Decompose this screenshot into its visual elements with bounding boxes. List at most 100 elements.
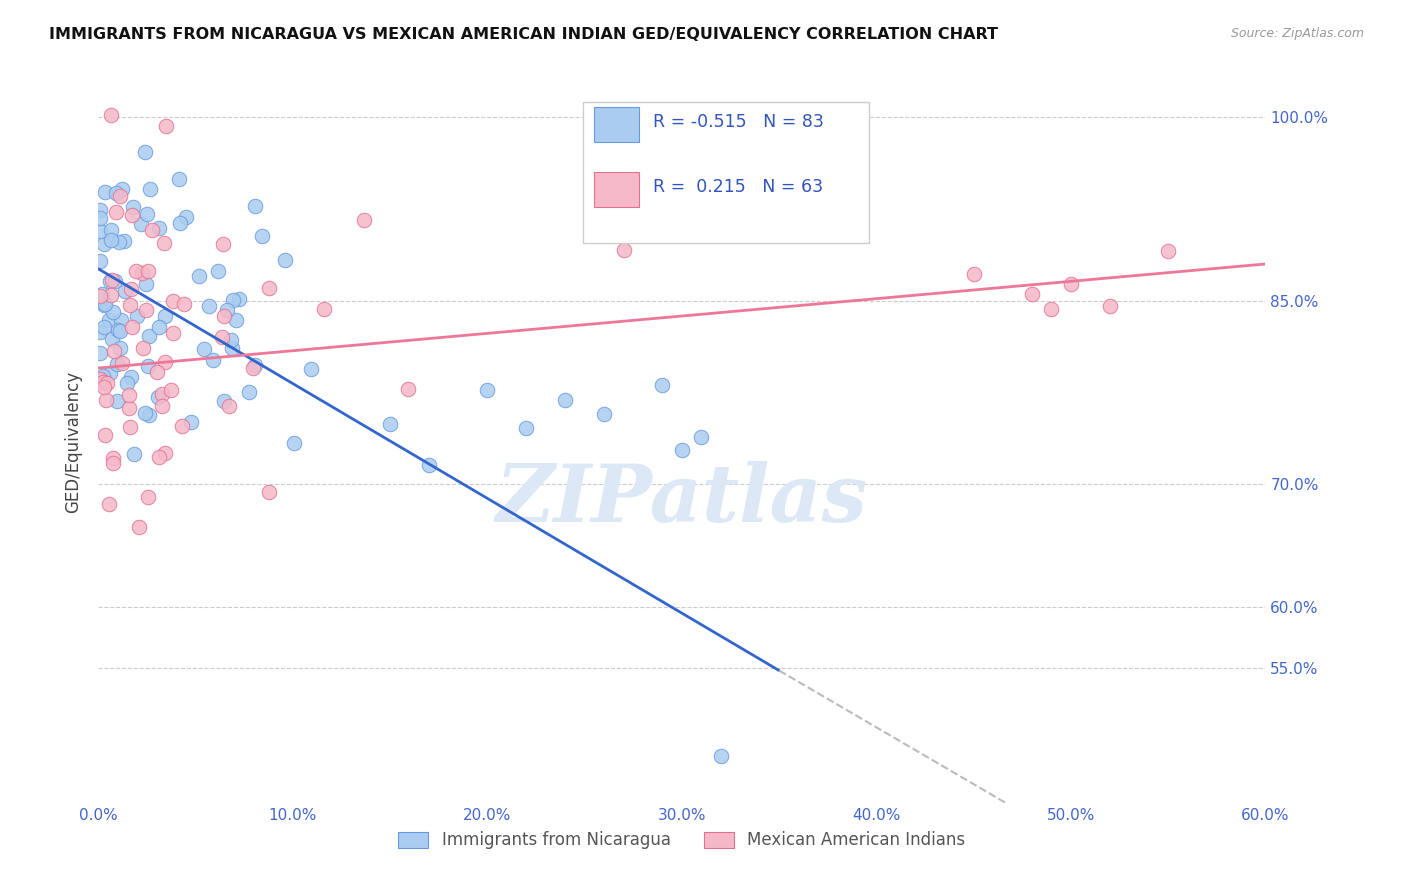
Point [127, 309, 149, 323]
Point [299, 362, 322, 376]
Point [118, 388, 141, 402]
Point [101, 456, 124, 470]
Point [89, 253, 111, 268]
Point [135, 303, 157, 318]
Point [100, 288, 122, 302]
Point [218, 399, 240, 413]
Bar [595, 172, 638, 207]
Point [90, 287, 112, 301]
Point [104, 275, 127, 289]
Point [212, 393, 235, 408]
Point [89, 346, 111, 360]
Point [150, 399, 173, 413]
Point [1098, 299, 1121, 313]
Text: ZIPatlas: ZIPatlas [496, 460, 868, 538]
Point [101, 305, 124, 319]
Point [1040, 301, 1063, 316]
Point [159, 384, 181, 398]
Point [111, 182, 134, 196]
Point [135, 277, 157, 291]
Point [110, 324, 132, 338]
Point [710, 749, 733, 764]
Point [105, 393, 128, 408]
Point [554, 393, 576, 408]
Point [108, 341, 131, 355]
Point [112, 234, 135, 248]
Point [135, 206, 157, 220]
Point [228, 292, 250, 306]
Point [211, 329, 233, 343]
Point [93, 379, 115, 393]
Point [153, 354, 176, 368]
Point [593, 407, 616, 421]
Point [101, 451, 124, 466]
Point [93, 237, 115, 252]
Text: Source: ZipAtlas.com: Source: ZipAtlas.com [1230, 27, 1364, 40]
Point [155, 119, 177, 133]
Point [176, 210, 198, 224]
Point [314, 301, 336, 316]
Point [115, 376, 138, 390]
Point [152, 387, 174, 401]
Point [111, 356, 134, 370]
Point [136, 490, 159, 504]
Point [93, 320, 115, 334]
Point [631, 209, 654, 223]
Text: R = -0.515   N = 83: R = -0.515 N = 83 [652, 113, 824, 131]
Point [153, 235, 176, 250]
Point [89, 211, 111, 225]
Point [207, 264, 229, 278]
Point [93, 186, 115, 200]
Point [138, 408, 160, 422]
Point [128, 520, 150, 534]
Point [418, 458, 440, 472]
Point [219, 333, 242, 347]
Point [173, 296, 195, 310]
Point [121, 208, 143, 222]
Point [283, 435, 305, 450]
Point [651, 377, 673, 392]
Point [134, 406, 156, 420]
Point [98, 313, 121, 327]
Point [110, 313, 132, 327]
Bar [595, 107, 638, 142]
Point [193, 342, 215, 356]
Point [1060, 277, 1083, 292]
Point [242, 360, 264, 375]
Point [100, 222, 122, 236]
Point [221, 341, 243, 355]
Point [91, 375, 114, 389]
Point [108, 235, 131, 249]
Point [243, 358, 266, 372]
Point [259, 485, 281, 500]
Point [100, 274, 122, 288]
Point [118, 420, 141, 434]
Point [162, 326, 184, 340]
Point [136, 264, 159, 278]
Point [125, 264, 148, 278]
Point [91, 369, 114, 384]
Point [962, 267, 984, 281]
Point [134, 145, 156, 159]
FancyBboxPatch shape [582, 102, 869, 243]
Point [477, 384, 499, 398]
Point [146, 390, 169, 404]
Point [172, 419, 194, 434]
Point [122, 447, 145, 461]
Point [132, 341, 155, 355]
Text: R =  0.215   N = 63: R = 0.215 N = 63 [652, 178, 823, 196]
Point [274, 252, 297, 267]
Point [141, 223, 163, 237]
Point [148, 220, 170, 235]
Point [671, 442, 693, 457]
Point [380, 417, 402, 431]
Point [396, 383, 419, 397]
Point [121, 319, 143, 334]
Point [222, 293, 245, 307]
Point [118, 401, 141, 415]
Point [118, 298, 141, 312]
Point [89, 224, 111, 238]
Point [250, 228, 273, 243]
Point [103, 344, 125, 359]
Point [89, 372, 111, 386]
